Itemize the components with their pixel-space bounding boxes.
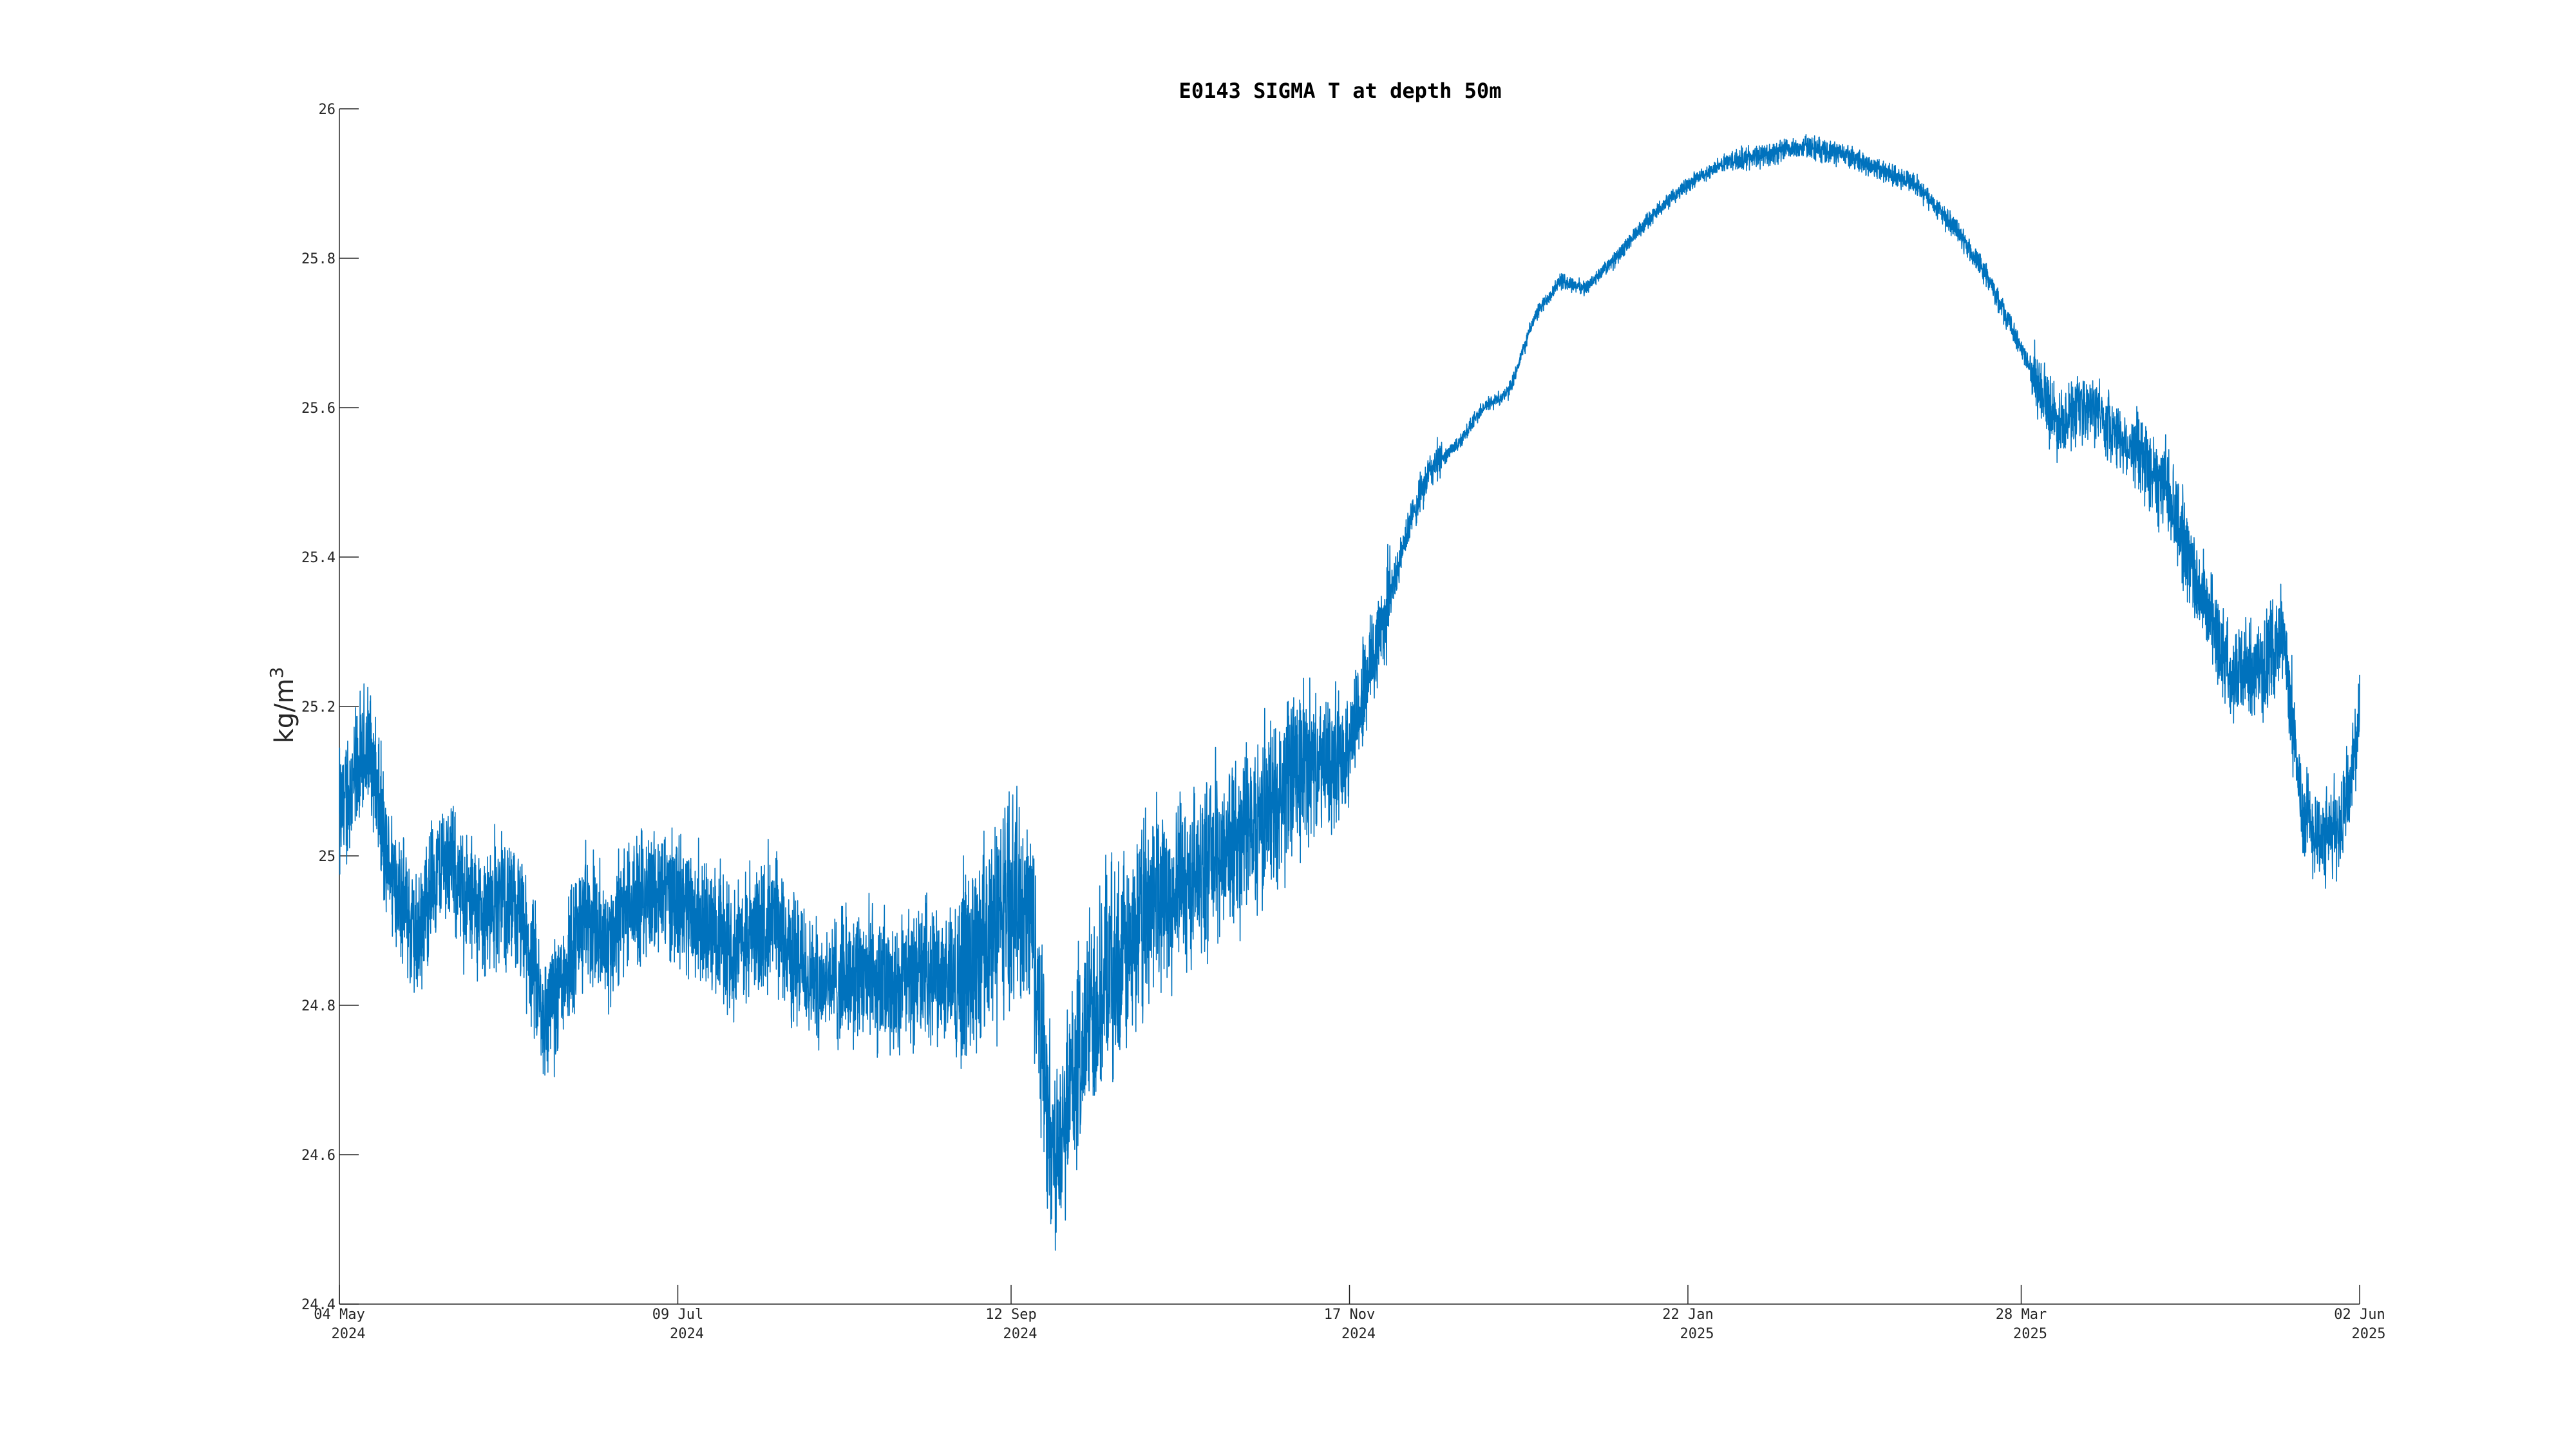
x-tick-label-year: 2024 [1341, 1326, 1376, 1342]
x-tick-label-date: 17 Nov [1324, 1307, 1375, 1323]
x-tick-label-date: 12 Sep [985, 1307, 1036, 1323]
axes [339, 109, 2360, 1305]
x-tick-label-date: 22 Jan [1662, 1307, 1713, 1323]
y-ticks: 24.4 24.6 24.8 25 25.2 25.4 25.6 25.8 26 [301, 102, 359, 1313]
y-tick-label: 25 [319, 849, 336, 865]
x-tick-label-year: 2024 [1003, 1326, 1037, 1342]
svg-text:kg/m3: kg/m3 [266, 667, 299, 744]
y-tick-label: 24.6 [301, 1148, 336, 1164]
x-tick-label-date: 02 Jun [2334, 1307, 2385, 1323]
x-tick-label-year: 2025 [1680, 1326, 1714, 1342]
chart-title: E0143 SIGMA T at depth 50m [1179, 79, 1502, 103]
y-tick-label: 24.4 [301, 1297, 336, 1313]
x-tick-label-year: 2024 [332, 1326, 366, 1342]
plot-area [339, 134, 2360, 1251]
x-ticks: 04 May 2024 09 Jul 2024 12 Sep 2024 17 Nov 2024… [314, 1285, 2385, 1342]
y-tick-label: 25.4 [301, 550, 336, 566]
y-axis-label: kg/m3 [266, 667, 299, 744]
x-tick-label-date: 28 Mar [1996, 1307, 2047, 1323]
y-tick-label: 25.8 [301, 251, 336, 267]
y-tick-label: 25.2 [301, 699, 336, 715]
y-tick-label: 24.8 [301, 998, 336, 1014]
series-line [339, 134, 2360, 1251]
y-tick-label: 25.6 [301, 401, 336, 417]
y-tick-label: 26 [319, 102, 336, 118]
x-tick-label-year: 2025 [2352, 1326, 2386, 1342]
x-tick-label-year: 2024 [670, 1326, 704, 1342]
y-axis-label-superscript: 3 [266, 667, 287, 679]
x-tick-label-year: 2025 [2013, 1326, 2047, 1342]
x-tick-label-date: 04 May [314, 1307, 365, 1323]
y-axis-label-text: kg/m [270, 678, 299, 743]
x-tick-label-date: 09 Jul [652, 1307, 703, 1323]
